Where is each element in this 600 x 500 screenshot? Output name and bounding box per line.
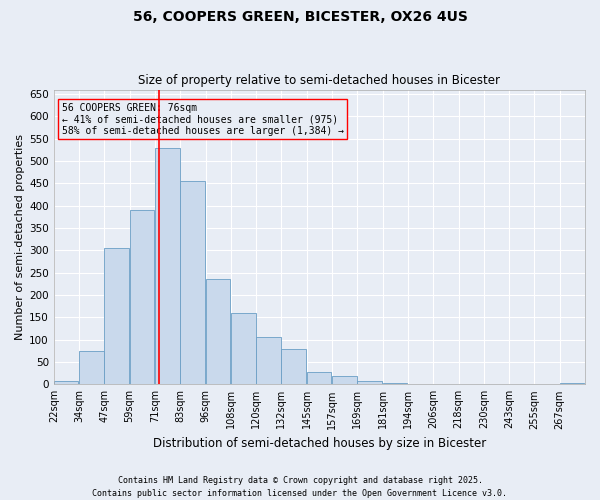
Bar — [256, 338, 281, 384]
Text: Contains HM Land Registry data © Crown copyright and database right 2025.
Contai: Contains HM Land Registry data © Crown c… — [92, 476, 508, 498]
Bar — [332, 376, 357, 384]
Bar — [206, 280, 230, 384]
Bar — [383, 383, 407, 384]
Bar — [358, 380, 382, 384]
Bar — [231, 313, 256, 384]
Text: 56, COOPERS GREEN, BICESTER, OX26 4US: 56, COOPERS GREEN, BICESTER, OX26 4US — [133, 10, 467, 24]
Bar — [281, 350, 306, 384]
Bar — [180, 181, 205, 384]
Bar — [79, 351, 104, 384]
Text: 56 COOPERS GREEN: 76sqm
← 41% of semi-detached houses are smaller (975)
58% of s: 56 COOPERS GREEN: 76sqm ← 41% of semi-de… — [62, 103, 344, 136]
Bar — [560, 383, 584, 384]
Bar — [307, 372, 331, 384]
Bar — [54, 380, 79, 384]
Bar — [104, 248, 129, 384]
Title: Size of property relative to semi-detached houses in Bicester: Size of property relative to semi-detach… — [139, 74, 500, 87]
X-axis label: Distribution of semi-detached houses by size in Bicester: Distribution of semi-detached houses by … — [153, 437, 486, 450]
Bar — [130, 210, 154, 384]
Y-axis label: Number of semi-detached properties: Number of semi-detached properties — [15, 134, 25, 340]
Bar — [155, 148, 179, 384]
